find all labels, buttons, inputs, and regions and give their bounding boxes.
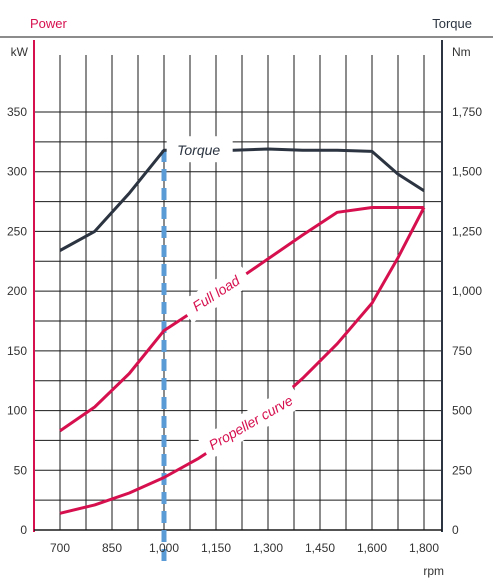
right-tick-label: 1,500: [452, 165, 482, 179]
right-axis-unit: Nm: [452, 45, 471, 59]
left-tick-label: 350: [7, 105, 27, 119]
x-tick-label: 850: [102, 541, 122, 555]
right-tick-label: 1,750: [452, 105, 482, 119]
left-tick-label: 150: [7, 344, 27, 358]
series-line-torque: [59, 147, 425, 252]
series-labels: Torque Full load Propeller curve: [166, 136, 304, 460]
right-tick-label: 750: [452, 344, 472, 358]
left-tick-label: 50: [14, 463, 28, 477]
right-tick-label: 250: [452, 463, 472, 477]
right-tick-label: 0: [452, 523, 459, 537]
right-tick-label: 500: [452, 404, 472, 418]
right-axis-title: Torque: [432, 16, 472, 31]
full-load-label-bg: [179, 263, 253, 323]
grid: [34, 55, 442, 531]
axes: [0, 36, 493, 532]
x-tick-label: 1,300: [253, 541, 283, 555]
x-tick-label: 1,150: [201, 541, 231, 555]
propeller-label-group: Propeller curve: [197, 385, 304, 460]
x-tick-label: 700: [50, 541, 70, 555]
left-tick-label: 250: [7, 224, 27, 238]
x-axis-unit: rpm: [423, 564, 444, 578]
left-axis-title: Power: [30, 16, 68, 31]
left-tick-label: 200: [7, 284, 27, 298]
x-tick-label: 1,450: [305, 541, 335, 555]
x-tick-label: 1,800: [409, 541, 439, 555]
torque-label-bg: [166, 136, 233, 163]
left-tick-label: 0: [20, 523, 27, 537]
series-label-torque: Torque: [177, 142, 220, 158]
series-label-propeller-curve: Propeller curve: [206, 392, 296, 453]
right-tick-label: 1,250: [452, 224, 482, 238]
left-tick-label: 100: [7, 404, 27, 418]
left-tick-label: 300: [7, 165, 27, 179]
propeller-label-bg: [197, 385, 304, 460]
x-tick-label: 1,600: [357, 541, 387, 555]
right-tick-label: 1,000: [452, 284, 482, 298]
tick-labels: 0 50 100 150 200 250 300 350 0 250 500 750 1,000 1,25…: [7, 105, 482, 555]
full-load-label-group: Full load: [179, 263, 253, 323]
left-axis-unit: kW: [11, 45, 29, 59]
x-tick-label: 1,000: [149, 541, 179, 555]
